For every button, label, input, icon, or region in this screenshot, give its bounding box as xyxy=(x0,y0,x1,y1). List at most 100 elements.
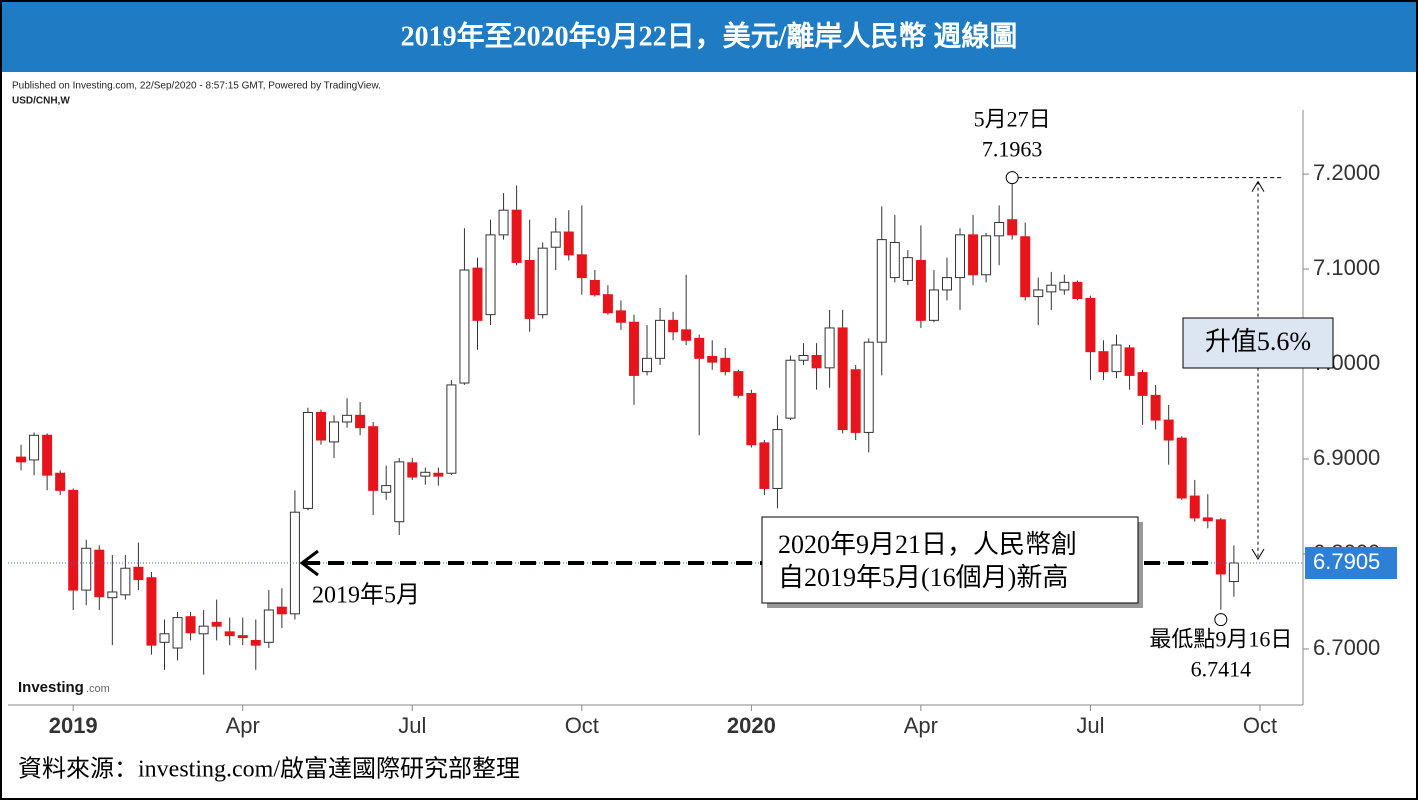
peak-date: 5月27日 xyxy=(974,107,1051,132)
candle-body xyxy=(420,471,431,477)
y-tick-label: 6.7000 xyxy=(1313,635,1380,660)
candle-body xyxy=(237,635,248,639)
candle-body xyxy=(485,234,496,316)
published-note: Published on Investing.com, 22/Sep/2020 … xyxy=(12,81,381,92)
candle-body xyxy=(1215,519,1226,575)
candle-body xyxy=(315,411,326,441)
candle-body xyxy=(694,337,705,359)
candle-body xyxy=(746,392,757,446)
candle-body xyxy=(863,341,874,433)
x-tick-label: Oct xyxy=(565,713,599,738)
candle-body xyxy=(29,434,40,461)
plot xyxy=(16,177,1239,675)
candle-body xyxy=(720,357,731,373)
candle-body xyxy=(524,260,535,319)
y-tick-label: 6.9000 xyxy=(1313,445,1380,470)
candle-body xyxy=(798,354,809,361)
candle-body xyxy=(537,247,548,316)
candle-body xyxy=(1033,289,1044,298)
peak-marker xyxy=(1005,171,1019,185)
candle-body xyxy=(994,222,1005,237)
x-tick-label: Apr xyxy=(904,713,938,738)
candle-body xyxy=(381,485,392,493)
candle-body xyxy=(928,289,939,321)
last-price-label: 6.7905 xyxy=(1313,549,1380,574)
candle-body xyxy=(1072,281,1083,300)
note-box xyxy=(761,516,1139,604)
candle-body xyxy=(1137,372,1148,396)
candle-body xyxy=(642,357,653,373)
candle-body xyxy=(81,547,92,591)
candle-body xyxy=(707,355,718,363)
x-tick-label: Oct xyxy=(1243,713,1277,738)
change-box xyxy=(1182,317,1334,369)
peak-value: 7.1963 xyxy=(982,137,1043,162)
breakout-label: 2019年5月 xyxy=(312,582,420,609)
candle-body xyxy=(915,260,926,321)
candle-body xyxy=(1189,495,1200,519)
candle-body xyxy=(1020,236,1031,298)
candle-body xyxy=(1059,281,1070,291)
candle-body xyxy=(433,472,444,477)
y-tick-label: 7.2000 xyxy=(1313,160,1380,185)
note-line: 自2019年5月(16個月)新高 xyxy=(778,563,1068,592)
candle-body xyxy=(302,411,313,509)
candle-body xyxy=(407,462,418,478)
candle-body xyxy=(133,566,144,581)
y-tick-label: 7.1000 xyxy=(1313,255,1380,280)
candle-body xyxy=(655,319,666,359)
candle-body xyxy=(120,567,131,596)
source-note: 資料來源：investing.com/啟富達國際研究部整理 xyxy=(18,756,520,783)
candle-body xyxy=(759,442,770,489)
candle-body xyxy=(681,329,692,341)
candle-body xyxy=(446,384,457,474)
candle-body xyxy=(1007,219,1018,236)
candle-body xyxy=(968,234,979,276)
candle-body xyxy=(55,472,66,491)
arrow-head xyxy=(1251,548,1265,560)
candle-body xyxy=(876,239,887,343)
candle-body xyxy=(94,549,105,598)
candle-body xyxy=(811,354,822,369)
candle-body xyxy=(394,461,405,523)
candle-body xyxy=(185,616,196,634)
candle-body xyxy=(198,625,209,635)
candle-body xyxy=(837,327,848,431)
candle-body xyxy=(550,231,561,248)
candle-body xyxy=(981,235,992,276)
breakout-arrow-head xyxy=(299,549,319,577)
candle-body xyxy=(172,617,183,649)
candle-body xyxy=(368,426,379,491)
chart-title: 2019年至2020年9月22日，美元/離岸人民幣 週線圖 xyxy=(401,19,1018,52)
candle-body xyxy=(850,369,861,433)
candle-body xyxy=(563,231,574,256)
candle-body xyxy=(1202,517,1213,522)
candle-body xyxy=(589,279,600,296)
candle-body xyxy=(263,609,274,643)
candle-body xyxy=(1228,562,1239,583)
candle-body xyxy=(1085,298,1096,353)
candle-body xyxy=(355,414,366,429)
candle-body xyxy=(668,319,679,333)
candle-body xyxy=(498,209,509,236)
candle-body xyxy=(68,489,79,591)
candle-body xyxy=(146,577,157,646)
candle-body xyxy=(785,359,796,419)
candle-body xyxy=(955,234,966,279)
candle-body xyxy=(941,277,952,291)
candle-body xyxy=(159,633,170,643)
candle-body xyxy=(733,371,744,396)
candle-body xyxy=(772,429,783,489)
low-value: 6.7414 xyxy=(1191,657,1252,682)
change-label: 升值5.6% xyxy=(1205,327,1311,356)
x-tick-label: Apr xyxy=(226,713,260,738)
candle-body xyxy=(342,414,353,423)
candle-body xyxy=(1176,437,1187,499)
candle-body xyxy=(1111,344,1122,373)
x-tick-label: 2020 xyxy=(727,713,776,738)
note-line: 2020年9月21日，人民幣創 xyxy=(778,530,1077,559)
candle-body xyxy=(16,456,27,463)
